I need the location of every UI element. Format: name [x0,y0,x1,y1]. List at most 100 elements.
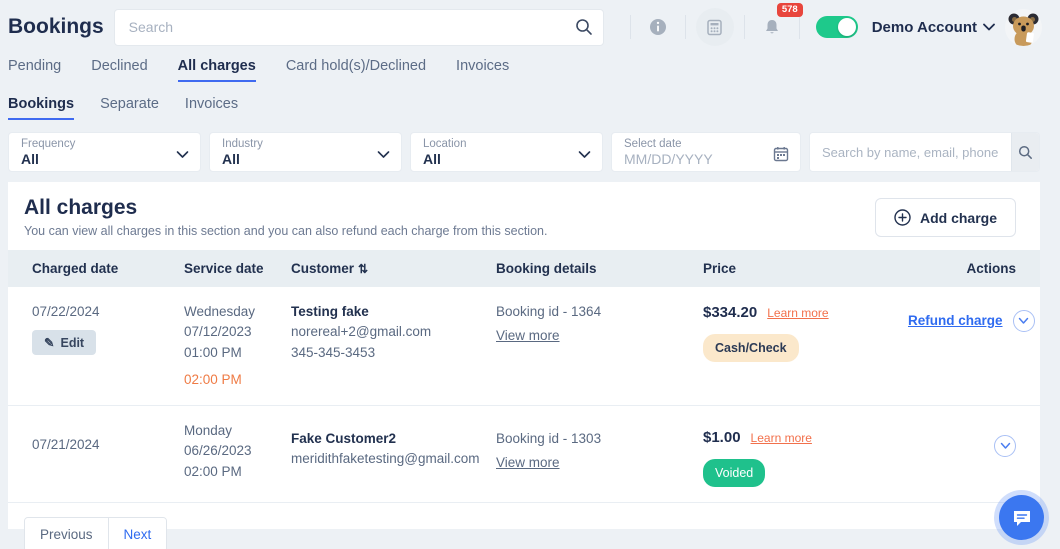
search-icon [1018,145,1032,159]
cell-customer: Fake Customer2 meridithfaketesting@gmail… [283,406,488,502]
col-booking-details: Booking details [496,261,597,276]
divider [798,15,800,39]
frequency-value: All [21,151,39,168]
col-charged-date: Charged date [32,261,119,276]
table-search [809,132,1040,172]
table-header-row: Charged date Service date Customer ⇅ Book… [8,250,1040,287]
cell-price: $334.20 Learn more Cash/Check [695,287,900,405]
booking-id: Booking id - 1303 [496,431,602,446]
global-search [113,8,604,46]
divider [684,15,686,39]
price-value: $334.20 [703,304,758,321]
availability-toggle[interactable] [815,16,858,38]
previous-page-button[interactable]: Previous [25,518,108,549]
industry-value: All [222,151,240,168]
tab-invoices[interactable]: Invoices [456,58,510,74]
calendar-icon [773,146,789,167]
header-icon-group: 578 [620,3,872,46]
frequency-select[interactable]: Frequency All [8,132,201,172]
view-more-link[interactable]: View more [496,328,560,344]
chevron-down-icon [1018,317,1029,324]
section-title: All charges [24,196,138,219]
industry-select[interactable]: Industry All [209,132,402,172]
global-search-input[interactable] [113,8,604,46]
notifications-bell-icon[interactable]: 578 [755,3,803,44]
table-search-button[interactable] [1011,133,1039,171]
tab-all-charges[interactable]: All charges [177,58,256,82]
customer-phone: 345-345-3453 [291,344,376,360]
refund-charge-link[interactable]: Refund charge [908,312,1003,328]
customer-email: norereal+2@gmail.com [291,324,432,340]
table-search-input[interactable] [810,133,1011,171]
date-label: Select date [624,138,682,150]
cell-price: $1.00 Learn more Voided [695,406,900,502]
industry-label: Industry [222,138,263,150]
tab-declined[interactable]: Declined [91,58,148,74]
location-select[interactable]: Location All [410,132,603,172]
chevron-down-icon [578,146,591,164]
pencil-icon: ✎ [44,336,55,351]
cell-booking-details: Booking id - 1303 View more [488,406,695,502]
subtab-bookings[interactable]: Bookings [8,96,75,120]
sort-icon[interactable]: ⇅ [358,262,369,276]
cell-charged-date: 07/22/2024 ✎ Edit [24,287,176,405]
add-charge-label: Add charge [919,209,997,226]
divider [629,15,631,39]
secondary-tabs: Bookings Separate Invoices [0,96,1060,120]
expand-row-button[interactable] [1012,310,1035,332]
col-actions: Actions [966,261,1016,276]
expand-row-button[interactable] [994,435,1016,457]
cell-service-date: Wednesday 07/12/2023 01:00 PM 02:00 PM [176,287,283,405]
table-body: 07/22/2024 ✎ Edit Wednesday 07/12/2023 01… [8,287,1040,504]
price-value: $1.00 [703,429,741,446]
subtab-invoices[interactable]: Invoices [184,96,239,112]
divider [743,15,745,39]
view-more-link[interactable]: View more [496,455,560,471]
status-badge: Voided [703,458,766,488]
top-header: Bookings 578 Demo Account [0,0,1060,54]
pagination: Previous Next [24,517,168,549]
learn-more-link[interactable]: Learn more [767,306,829,320]
info-icon[interactable] [641,10,675,44]
next-page-button[interactable]: Next [107,518,167,549]
subtab-separate[interactable]: Separate [100,96,159,112]
col-service-date: Service date [184,261,264,276]
tab-pending[interactable]: Pending [8,58,62,74]
section-subtitle: You can view all charges in this section… [24,224,548,238]
customer-name: Fake Customer2 [291,431,397,446]
customer-name: Testing fake [291,304,369,319]
add-charge-button[interactable]: Add charge [874,198,1016,237]
toggle-knob [837,18,856,36]
primary-tabs: Pending Declined All charges Card hold(s… [0,58,1060,82]
avatar[interactable] [1005,8,1042,46]
date-picker[interactable]: Select date MM/DD/YYYY [611,132,801,172]
service-time-alt: 02:00 PM [184,371,242,387]
chat-bubble-icon [1013,510,1030,526]
notification-count-badge: 578 [776,3,803,17]
learn-more-link[interactable]: Learn more [750,431,812,445]
edit-button[interactable]: ✎ Edit [32,330,97,356]
location-value: All [423,151,441,168]
tab-card-holds-declined[interactable]: Card hold(s)/Declined [285,58,427,74]
customer-email: meridithfaketesting@gmail.com [291,451,480,467]
cell-booking-details: Booking id - 1364 View more [488,287,695,405]
page-title: Bookings [8,15,104,38]
booking-id: Booking id - 1364 [496,304,602,319]
chat-fab-button[interactable] [999,495,1044,540]
table-row: 07/21/2024 Monday 06/26/2023 02:00 PM Fa… [8,406,1040,504]
col-price: Price [703,261,737,276]
cell-actions [900,406,1024,502]
cell-customer: Testing fake norereal+2@gmail.com 345-34… [283,287,488,405]
location-label: Location [423,138,467,150]
search-icon[interactable] [575,18,593,41]
calculator-icon[interactable] [695,8,734,46]
plus-circle-icon [894,209,911,226]
chevron-down-icon [1000,442,1010,449]
account-menu[interactable]: Demo Account [872,19,995,36]
filter-bar: Frequency All Industry All Location All … [8,132,1040,172]
cell-charged-date: 07/21/2024 [32,437,100,452]
chevron-down-icon [983,23,995,31]
chevron-down-icon [176,146,189,164]
table-row: 07/22/2024 ✎ Edit Wednesday 07/12/2023 01… [8,287,1040,406]
all-charges-card: All charges You can view all charges in … [8,182,1040,549]
